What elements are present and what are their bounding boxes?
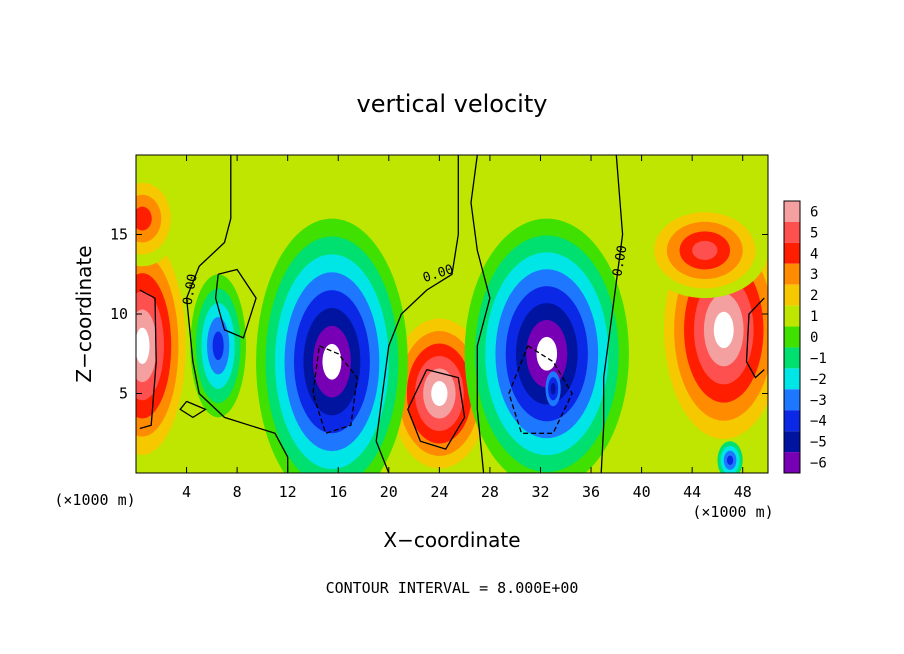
- downdraft-center-right: [464, 218, 629, 473]
- contour-line: [508, 345, 573, 434]
- x-tick-label: 40: [633, 483, 651, 501]
- y-tick-label: 15: [110, 226, 128, 244]
- colorbar-swatch: [784, 431, 800, 453]
- colorbar-frame: [783, 200, 801, 474]
- x-axis-label: X−coordinate: [383, 528, 520, 552]
- colorbar-swatch: [784, 201, 800, 222]
- x-tick-label: 48: [734, 483, 752, 501]
- downdraft-left-small: [190, 274, 246, 418]
- colorbar-swatch: [784, 242, 800, 264]
- contour-line: [185, 155, 289, 473]
- x-tick-label: 24: [430, 483, 448, 501]
- velocity-field: [136, 155, 768, 473]
- x-tick-label: 20: [380, 483, 398, 501]
- colorbar-label: 5: [810, 225, 818, 241]
- colorbar-swatch: [784, 326, 800, 348]
- downdraft-bottom-right: [717, 441, 743, 473]
- x-tick-label: 32: [531, 483, 549, 501]
- x-axis: 4 8 12 16 20 24 28 32 36 40 44 48: [182, 155, 752, 501]
- contour-line: [214, 268, 257, 339]
- y-tick-label: 10: [110, 305, 128, 323]
- contour-line: [375, 155, 459, 473]
- colorbar-label: −6: [810, 456, 827, 472]
- contour-label: 0.00: [610, 244, 630, 277]
- updraft-right-upper: [641, 202, 768, 299]
- downdraft-center-left: [256, 218, 408, 473]
- contour-line: [745, 297, 765, 379]
- colorbar-swatch: [784, 389, 800, 411]
- downdraft-left-small-level: [212, 331, 224, 361]
- updraft-top-left-level: [136, 206, 152, 231]
- downdraft-center-right-level: [536, 336, 558, 371]
- contour-line: [470, 155, 491, 473]
- x-tick-label: 36: [582, 483, 600, 501]
- x-tick-label: 12: [279, 483, 297, 501]
- updraft-right-upper-level: [692, 240, 718, 260]
- colorbar-label: −3: [810, 393, 827, 409]
- downdraft-bottom-right-level: [726, 455, 734, 466]
- colorbar: 6 5 4 3 2 1 0 −1 −2 −3 −4 −5 −6: [783, 200, 827, 474]
- colorbar-swatch: [784, 305, 800, 327]
- y-axis: 5 10 15: [110, 226, 768, 403]
- updraft-center: [382, 306, 497, 473]
- x-unit-left: (×1000 m): [54, 491, 135, 509]
- x-tick-label: 4: [182, 483, 191, 501]
- colorbar-swatch: [784, 410, 800, 432]
- x-tick-label: 44: [683, 483, 701, 501]
- x-unit-right: (×1000 m): [692, 503, 773, 521]
- updraft-top-left: [136, 170, 181, 267]
- y-axis-label: Z−coordinate: [72, 245, 96, 382]
- updraft-left-level: [136, 327, 150, 364]
- colorbar-swatch: [784, 347, 800, 369]
- contour-line: [407, 368, 466, 450]
- downdraft-core-level: [550, 382, 556, 395]
- x-tick-label: 16: [329, 483, 347, 501]
- downdraft-center-left-level: [322, 343, 342, 380]
- x-tick-label: 8: [233, 483, 242, 501]
- y-tick-label: 5: [119, 385, 128, 403]
- colorbar-label: 2: [810, 288, 818, 304]
- contour-line: [312, 345, 358, 435]
- colorbar-swatch: [784, 452, 800, 473]
- contour-line: [179, 400, 207, 419]
- updraft-right-level: [713, 311, 734, 349]
- colorbar-swatch: [784, 368, 800, 390]
- colorbar-label: −2: [810, 372, 827, 388]
- colorbar-label: −1: [810, 351, 827, 367]
- colorbar-swatch: [784, 263, 800, 285]
- updraft-center-level: [431, 381, 448, 406]
- x-tick-label: 28: [481, 483, 499, 501]
- colorbar-label: −5: [810, 435, 827, 451]
- colorbar-label: 0: [810, 330, 818, 346]
- colorbar-label: 4: [810, 246, 818, 262]
- colorbar-label: 1: [810, 309, 818, 325]
- downdraft-core: [545, 371, 561, 407]
- contour-label: 0.00: [181, 273, 201, 306]
- contour-interval-note: CONTOUR INTERVAL = 8.000E+00: [326, 579, 579, 597]
- colorbar-swatch: [784, 284, 800, 306]
- contour-line: [600, 155, 624, 473]
- updraft-left: [136, 218, 193, 473]
- colorbar-label: 6: [810, 204, 818, 220]
- colorbar-label: 3: [810, 267, 818, 283]
- colorbar-swatch: [784, 221, 800, 243]
- chart-title: vertical velocity: [357, 90, 548, 118]
- colorbar-label: −4: [810, 414, 827, 430]
- contour-line: [139, 289, 157, 430]
